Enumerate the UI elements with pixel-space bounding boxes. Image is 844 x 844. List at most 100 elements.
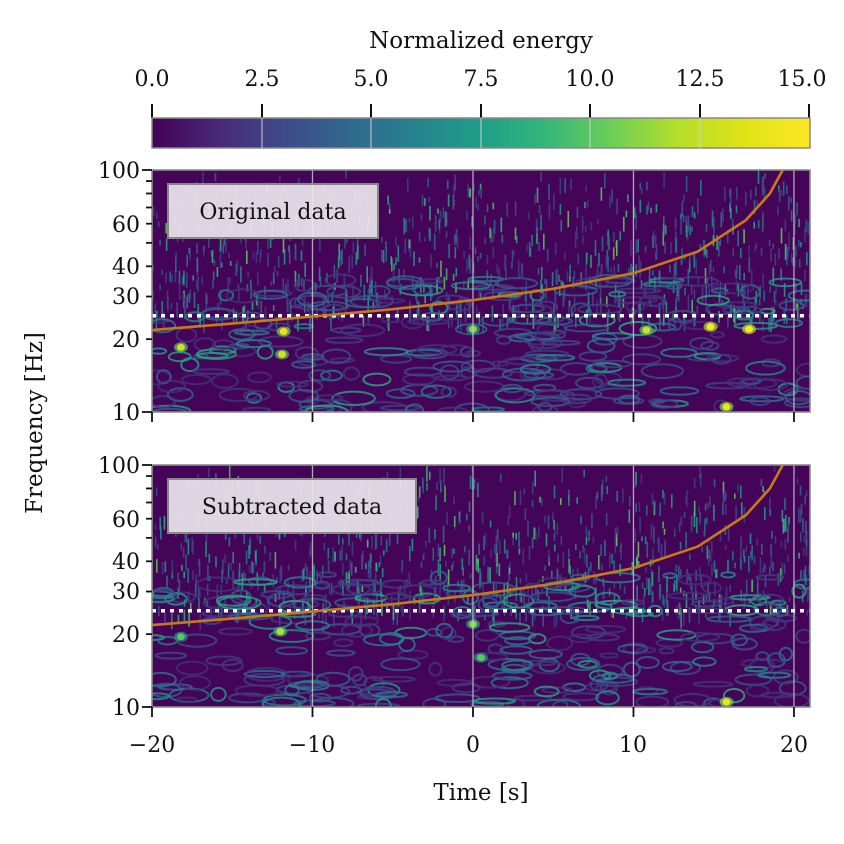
heatmap-texture-mark (439, 344, 474, 356)
heatmap-texture-mark (720, 571, 736, 579)
heatmap-texture-mark (640, 473, 643, 484)
heatmap-texture-mark (743, 593, 745, 609)
x-tick-label: 20 (780, 733, 808, 758)
heatmap-texture-mark (439, 210, 442, 223)
heatmap-texture-mark (800, 570, 802, 579)
heatmap-texture-mark (740, 485, 742, 499)
heatmap-texture-mark (736, 265, 738, 274)
heatmap-texture-mark (257, 241, 259, 255)
heatmap-texture-mark (473, 478, 476, 490)
heatmap-texture-mark (651, 493, 654, 505)
heatmap-texture-mark (528, 545, 531, 561)
heatmap-texture-mark (331, 390, 376, 406)
heatmap-texture-mark (692, 680, 734, 688)
heatmap-texture-mark (502, 303, 504, 318)
heatmap-texture-mark (572, 614, 600, 622)
heatmap-texture-mark (707, 581, 709, 595)
heatmap-texture-mark (611, 189, 613, 203)
heatmap-texture-mark (164, 612, 166, 623)
heatmap-texture-mark (475, 196, 477, 208)
heatmap-texture-mark (729, 188, 732, 205)
heatmap-texture-mark (798, 552, 800, 559)
heatmap-texture-mark (504, 636, 532, 646)
heatmap-texture-mark (237, 585, 240, 592)
heatmap-texture-mark (756, 200, 758, 206)
heatmap-texture-mark (205, 525, 208, 543)
heatmap-texture-mark (590, 254, 592, 268)
heatmap-texture-mark (787, 289, 810, 302)
heatmap-texture-mark (438, 219, 441, 230)
heatmap-texture-mark (547, 515, 550, 529)
heatmap-texture-mark (729, 203, 731, 212)
heatmap-texture-mark (779, 568, 782, 582)
heatmap-texture-mark (756, 537, 759, 546)
heatmap-texture-mark (691, 226, 693, 232)
heatmap-texture-mark (681, 200, 684, 217)
heatmap-texture-mark (616, 198, 618, 215)
heatmap-texture-mark (495, 535, 498, 545)
heatmap-texture-mark (359, 593, 361, 602)
heatmap-texture-mark (225, 578, 228, 584)
heatmap-texture-mark (360, 531, 362, 542)
heatmap-texture-mark (740, 248, 742, 258)
heatmap-texture-mark (302, 594, 326, 601)
heatmap-texture-mark (700, 179, 702, 196)
heatmap-texture-mark (388, 203, 391, 210)
heatmap-texture-mark (704, 245, 707, 256)
heatmap-texture-mark (803, 535, 806, 543)
y-tick-label: 10 (112, 401, 140, 426)
heatmap-texture-mark (747, 285, 749, 301)
heatmap-texture-mark (287, 564, 290, 571)
heatmap-texture-mark (495, 549, 497, 563)
heatmap-texture-mark (724, 187, 726, 202)
heatmap-texture-mark (804, 495, 806, 505)
heatmap-texture-mark (450, 610, 484, 619)
heatmap-texture-mark (282, 236, 285, 254)
heatmap-texture-mark (252, 562, 255, 574)
heatmap-texture-mark (183, 571, 185, 579)
heatmap-texture-mark (489, 227, 491, 239)
heatmap-texture-mark (778, 185, 780, 192)
heatmap-texture-mark (692, 656, 717, 667)
heatmap-texture-mark (313, 564, 315, 581)
heatmap-texture-mark (247, 371, 272, 384)
heatmap-texture-mark (166, 575, 168, 588)
heatmap-texture-mark (635, 239, 638, 254)
heatmap-texture-mark (187, 538, 190, 555)
heatmap-texture-mark (159, 284, 161, 290)
heatmap-texture-mark (165, 272, 167, 284)
heatmap-texture-mark (691, 585, 693, 594)
heatmap-texture-mark (351, 255, 353, 269)
heatmap-texture-mark (210, 606, 213, 620)
heatmap-texture-mark (635, 695, 670, 707)
heatmap-texture-mark (246, 250, 248, 264)
heatmap-texture-mark (352, 241, 355, 254)
heatmap-texture-mark (438, 310, 440, 321)
heatmap-texture-mark (745, 579, 748, 597)
heatmap-texture-mark (568, 300, 571, 307)
heatmap-texture-mark (464, 546, 466, 553)
heatmap-texture-mark (688, 607, 691, 623)
heatmap-texture-mark (760, 479, 763, 487)
heatmap-texture-mark (297, 279, 299, 292)
heatmap-texture-mark (197, 587, 200, 600)
heatmap-texture-mark (664, 225, 667, 235)
heatmap-texture-mark (413, 251, 415, 266)
heatmap-texture-mark (743, 549, 745, 558)
heatmap-texture-mark (431, 288, 433, 298)
heatmap-texture-mark (327, 560, 330, 573)
heatmap-texture-mark (722, 688, 746, 704)
heatmap-texture-mark (228, 537, 231, 547)
heatmap-texture-mark (706, 545, 709, 560)
heatmap-texture-mark (459, 586, 462, 599)
heatmap-texture-mark (554, 289, 556, 302)
heatmap-texture-mark (495, 563, 498, 574)
heatmap-texture-mark (760, 248, 763, 256)
heatmap-texture-mark (563, 323, 610, 333)
heatmap-texture-mark (374, 698, 392, 707)
heatmap-texture-mark (686, 568, 688, 584)
heatmap-texture-mark (650, 207, 652, 214)
heatmap-texture-mark (521, 286, 523, 294)
y-ticks (142, 464, 152, 708)
heatmap-texture-mark (304, 263, 306, 277)
